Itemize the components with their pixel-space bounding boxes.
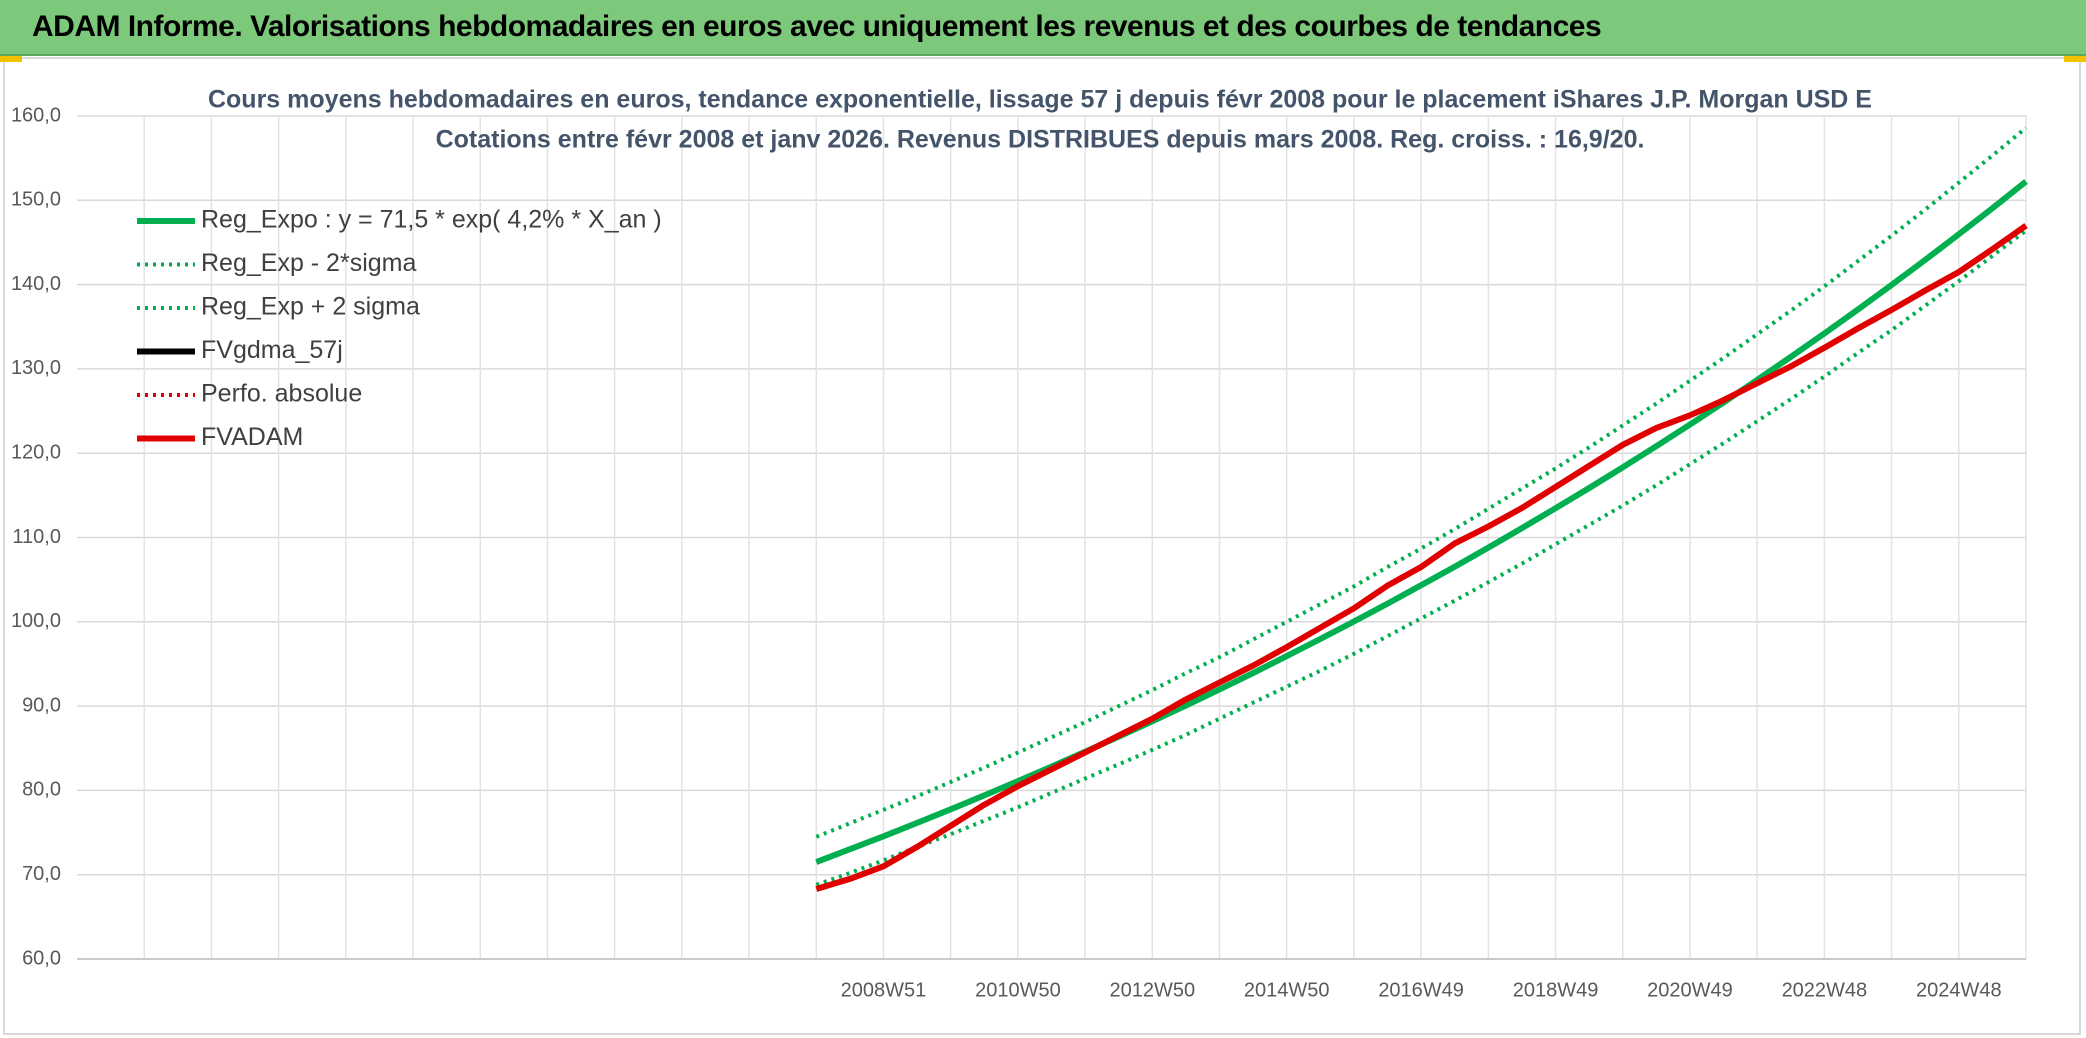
lines bbox=[815, 126, 2028, 892]
series-line bbox=[815, 229, 2028, 887]
header-bar: ADAM Informe. Valorisations hebdomadaire… bbox=[0, 0, 2086, 56]
x-tick-label: 2024W48 bbox=[1916, 979, 2002, 1001]
x-tick-label: 2018W49 bbox=[1513, 979, 1599, 1001]
x-tick-label: 2012W50 bbox=[1109, 979, 1195, 1001]
chart-subtitle: Cotations entre févr 2008 et janv 2026. … bbox=[436, 126, 1645, 154]
y-tick-label: 70,0 bbox=[22, 863, 61, 885]
chart: Cours moyens hebdomadaires en euros, ten… bbox=[0, 56, 2086, 1035]
x-tick-label: 2008W51 bbox=[841, 979, 927, 1001]
y-tick-label: 60,0 bbox=[22, 947, 61, 969]
title-bg bbox=[258, 80, 1828, 114]
x-tick-label: 2022W48 bbox=[1782, 979, 1868, 1001]
chart-title: Cours moyens hebdomadaires en euros, ten… bbox=[208, 86, 1872, 114]
chart-frame bbox=[3, 57, 2081, 1035]
x-tick-label: 2014W50 bbox=[1244, 979, 1330, 1001]
x-tick-label: 2010W50 bbox=[975, 979, 1061, 1001]
y-tick-label: 120,0 bbox=[11, 441, 61, 463]
y-tick-label: 80,0 bbox=[22, 779, 61, 801]
y-tick-label: 140,0 bbox=[11, 273, 61, 295]
legend-label: Reg_Expo : y = 71,5 * exp( 4,2% * X_an ) bbox=[201, 206, 662, 234]
legend-label: FVADAM bbox=[201, 423, 303, 451]
grid bbox=[77, 115, 2027, 960]
series-line bbox=[815, 223, 2028, 892]
y-tick-label: 100,0 bbox=[11, 610, 61, 632]
corner-mark bbox=[0, 56, 22, 62]
y-tick-label: 160,0 bbox=[11, 104, 61, 126]
legend-label: Reg_Exp - 2*sigma bbox=[201, 249, 416, 277]
series-line bbox=[815, 179, 2028, 865]
y-tick-label: 130,0 bbox=[11, 357, 61, 379]
y-tick-label: 90,0 bbox=[22, 694, 61, 716]
series-line bbox=[815, 126, 2028, 839]
x-tick-label: 2016W49 bbox=[1378, 979, 1464, 1001]
y-tick-label: 150,0 bbox=[11, 189, 61, 211]
header-title: ADAM Informe. Valorisations hebdomadaire… bbox=[32, 10, 1602, 43]
x-tick-label: 2020W49 bbox=[1647, 979, 1733, 1001]
legend-label: Reg_Exp + 2 sigma bbox=[201, 293, 420, 321]
corner-mark bbox=[2064, 56, 2086, 62]
legend-label: Perfo. absolue bbox=[201, 380, 362, 408]
y-tick-label: 110,0 bbox=[12, 526, 61, 548]
legend-label: FVgdma_57j bbox=[201, 336, 343, 364]
